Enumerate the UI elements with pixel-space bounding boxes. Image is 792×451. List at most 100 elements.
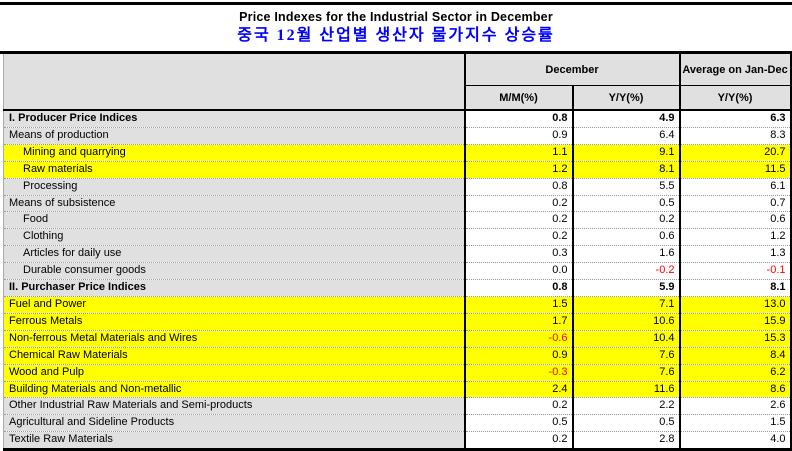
mm-value: 0.8 [463, 178, 573, 196]
table-row: Processing 0.8 5.5 6.1 [3, 178, 792, 196]
avg-value: 4.0 [678, 431, 792, 451]
mm-value: 0.8 [463, 279, 573, 297]
row-label: Ferrous Metals [3, 313, 465, 331]
yy-value: 11.6 [571, 381, 680, 399]
row-label: Raw materials [3, 161, 465, 179]
title-block: Price Indexes for the Industrial Sector … [0, 2, 792, 54]
table-row: Other Industrial Raw Materials and Semi-… [3, 397, 792, 416]
yy-value: 7.6 [571, 347, 680, 365]
table-row: Mining and quarrying 1.1 9.1 20.7 [3, 144, 792, 162]
mm-value: 0.8 [463, 110, 573, 128]
mm-value: 0.2 [463, 431, 573, 451]
avg-value: 2.6 [678, 397, 792, 416]
row-label: Durable consumer goods [3, 262, 465, 281]
mm-value: -0.3 [463, 364, 573, 382]
mm-value: 0.0 [463, 262, 573, 281]
corner-cell [3, 54, 465, 111]
row-label: I. Producer Price Indices [3, 110, 465, 128]
yy-value: 9.1 [571, 144, 680, 162]
mm-value: 0.9 [463, 127, 573, 145]
mm-value: 0.2 [463, 228, 573, 247]
avg-value: 0.7 [678, 195, 792, 213]
row-label: Fuel and Power [3, 296, 465, 314]
row-label: Building Materials and Non-metallic [3, 381, 465, 399]
avg-value: 15.9 [678, 313, 792, 331]
avg-value: 0.6 [678, 211, 792, 230]
avg-value: 1.5 [678, 414, 792, 433]
yy-value: -0.2 [571, 262, 680, 281]
table-row: II. Purchaser Price Indices 0.8 5.9 8.1 [3, 279, 792, 297]
row-label: Textile Raw Materials [3, 431, 465, 451]
mm-value: 0.9 [463, 347, 573, 365]
avg-value: 1.3 [678, 245, 792, 264]
table-row: Agricultural and Sideline Products 0.5 0.5… [3, 414, 792, 433]
avg-value: 6.3 [678, 110, 792, 128]
avg-value: 15.3 [678, 330, 792, 348]
table-row: Means of production 0.9 6.4 8.3 [3, 127, 792, 145]
yy-value: 10.6 [571, 313, 680, 331]
row-label: Non-ferrous Metal Materials and Wires [3, 330, 465, 348]
avg-value: 8.6 [678, 381, 792, 399]
avg-value: 13.0 [678, 296, 792, 314]
table-row: Wood and Pulp -0.3 7.6 6.2 [3, 364, 792, 382]
table-row: Fuel and Power 1.5 7.1 13.0 [3, 296, 792, 314]
column-header-december: December [463, 54, 680, 86]
row-label: Agricultural and Sideline Products [3, 414, 465, 433]
table-row: Building Materials and Non-metallic 2.4 11… [3, 381, 792, 399]
yy-value: 7.1 [571, 296, 680, 314]
yy-value: 1.6 [571, 245, 680, 264]
mm-value: 1.1 [463, 144, 573, 162]
row-label: Means of subsistence [3, 195, 465, 213]
table-row: Articles for daily use 0.3 1.6 1.3 [3, 245, 792, 264]
yy-value: 2.8 [571, 431, 680, 451]
table-row: I. Producer Price Indices 0.8 4.9 6.3 [3, 110, 792, 128]
yy-value: 0.5 [571, 414, 680, 433]
row-label: Processing [3, 178, 465, 196]
row-label: II. Purchaser Price Indices [3, 279, 465, 297]
yy-value: 5.9 [571, 279, 680, 297]
yy-value: 5.5 [571, 178, 680, 196]
row-label: Chemical Raw Materials [3, 347, 465, 365]
table-row: Means of subsistence 0.2 0.5 0.7 [3, 195, 792, 213]
yy-value: 6.4 [571, 127, 680, 145]
yy-value: 0.6 [571, 228, 680, 247]
row-label: Mining and quarrying [3, 144, 465, 162]
row-label: Wood and Pulp [3, 364, 465, 382]
table-row: Ferrous Metals 1.7 10.6 15.9 [3, 313, 792, 331]
mm-value: 1.2 [463, 161, 573, 179]
avg-value: 8.1 [678, 279, 792, 297]
avg-value: 8.4 [678, 347, 792, 365]
mm-value: 1.7 [463, 313, 573, 331]
mm-value: 0.2 [463, 211, 573, 230]
row-label: Other Industrial Raw Materials and Semi-… [3, 397, 465, 416]
avg-value: 11.5 [678, 161, 792, 179]
yy-value: 10.4 [571, 330, 680, 348]
table-header: December Average on Jan-Dec M/M(%) Y/Y(%… [3, 54, 792, 111]
avg-value: 20.7 [678, 144, 792, 162]
yy-value: 7.6 [571, 364, 680, 382]
mm-value: -0.6 [463, 330, 573, 348]
avg-value: 1.2 [678, 228, 792, 247]
mm-value: 2.4 [463, 381, 573, 399]
table-row: Durable consumer goods 0.0 -0.2 -0.1 [3, 262, 792, 281]
table-body: I. Producer Price Indices 0.8 4.9 6.3 Means … [3, 110, 792, 451]
table-row: Textile Raw Materials 0.2 2.8 4.0 [3, 431, 792, 451]
page-title: Price Indexes for the Industrial Sector … [239, 10, 553, 24]
mm-value: 1.5 [463, 296, 573, 314]
mm-value: 0.2 [463, 397, 573, 416]
mm-value: 0.2 [463, 195, 573, 213]
avg-value: 8.3 [678, 127, 792, 145]
table-row: Non-ferrous Metal Materials and Wires -0.… [3, 330, 792, 348]
mm-value: 0.5 [463, 414, 573, 433]
yy-value: 0.5 [571, 195, 680, 213]
avg-value: 6.1 [678, 178, 792, 196]
column-header-average: Average on Jan-Dec [678, 54, 792, 86]
yy-value: 4.9 [571, 110, 680, 128]
row-label: Articles for daily use [3, 245, 465, 264]
yy-value: 8.1 [571, 161, 680, 179]
page-subtitle-korean: 중국 12월 산업별 생산자 물가지수 상승률 [237, 27, 555, 44]
column-header-mm: M/M(%) [463, 85, 573, 111]
column-header-yy: Y/Y(%) [571, 85, 680, 111]
table-row: Raw materials 1.2 8.1 11.5 [3, 161, 792, 179]
row-label: Food [3, 211, 465, 230]
